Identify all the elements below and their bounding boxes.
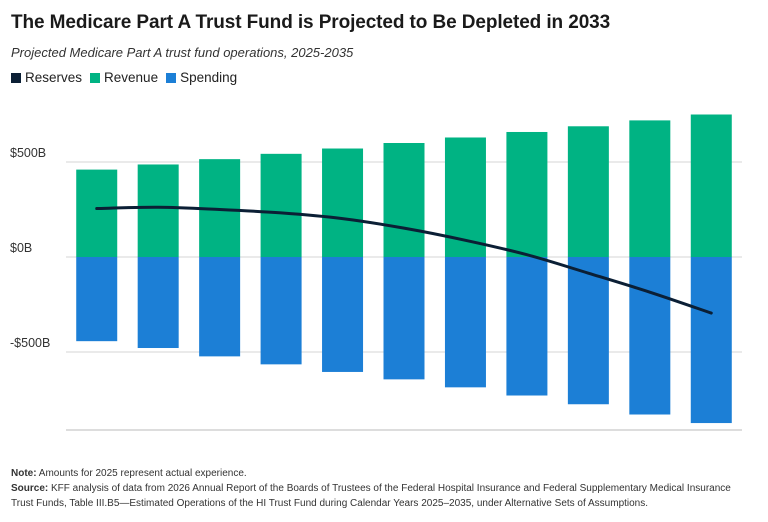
- y-tick-label-1: $0B: [10, 241, 32, 255]
- footer-note: Note: Amounts for 2025 represent actual …: [11, 466, 751, 481]
- note-text: Amounts for 2025 represent actual experi…: [36, 468, 247, 479]
- note-label: Note:: [11, 468, 37, 479]
- legend-item-reserves: Reserves: [11, 70, 82, 85]
- chart-subtitle: Projected Medicare Part A trust fund ope…: [11, 45, 354, 60]
- footer-source: Source: KFF analysis of data from 2026 A…: [11, 481, 751, 511]
- spending-bar-2027: [199, 257, 241, 357]
- chart-legend: Reserves Revenue Spending: [11, 70, 237, 85]
- legend-item-spending: Spending: [166, 70, 237, 85]
- revenue-bar-2034: [629, 120, 671, 257]
- spending-bar-2028: [260, 257, 302, 365]
- legend-swatch-reserves: [11, 72, 21, 83]
- x-tick-label-2032: 2032: [513, 438, 541, 440]
- x-tick-label-2028: 2028: [267, 438, 295, 440]
- reserves-line: [95, 205, 713, 315]
- chart-plot: $500B $0B -$500B 2026 2028 2030 2032 2034: [10, 114, 742, 440]
- chart-title: The Medicare Part A Trust Fund is Projec…: [11, 12, 611, 33]
- revenue-bar-2029: [322, 148, 364, 257]
- legend-label-revenue: Revenue: [104, 70, 159, 85]
- spending-bar-2029: [322, 257, 364, 372]
- revenue-bar-2033: [567, 126, 609, 257]
- legend-label-spending: Spending: [180, 70, 238, 85]
- legend-swatch-revenue: [90, 72, 101, 83]
- spending-bar-2031: [444, 257, 486, 388]
- source-text: KFF analysis of data from 2026 Annual Re…: [11, 483, 731, 509]
- revenue-bar-2026: [137, 164, 179, 257]
- spending-bar-2025: [76, 257, 118, 342]
- chart-footer: Note: Amounts for 2025 represent actual …: [11, 466, 751, 511]
- revenue-bar-2035: [690, 114, 732, 257]
- legend-item-revenue: Revenue: [90, 70, 158, 85]
- revenue-bar-2028: [260, 153, 302, 257]
- spending-bar-2030: [383, 257, 425, 380]
- revenue-bar-2025: [76, 169, 118, 257]
- y-tick-label-0: $500B: [10, 146, 46, 160]
- revenue-bar-2030: [383, 143, 425, 257]
- spending-bar-2026: [137, 257, 179, 349]
- y-tick-label-2: -$500B: [10, 336, 50, 350]
- revenue-bar-2032: [506, 131, 548, 257]
- source-label: Source:: [11, 483, 49, 494]
- x-tick-label-2030: 2030: [390, 438, 418, 440]
- legend-label-reserves: Reserves: [25, 70, 83, 85]
- legend-swatch-spending: [166, 72, 177, 83]
- spending-bar-2035: [690, 257, 732, 424]
- spending-bar-2033: [567, 257, 609, 405]
- spending-bar-2034: [629, 257, 671, 415]
- spending-bar-2032: [506, 257, 548, 396]
- x-tick-label-2034: 2034: [636, 438, 664, 440]
- x-tick-label-2026: 2026: [144, 438, 172, 440]
